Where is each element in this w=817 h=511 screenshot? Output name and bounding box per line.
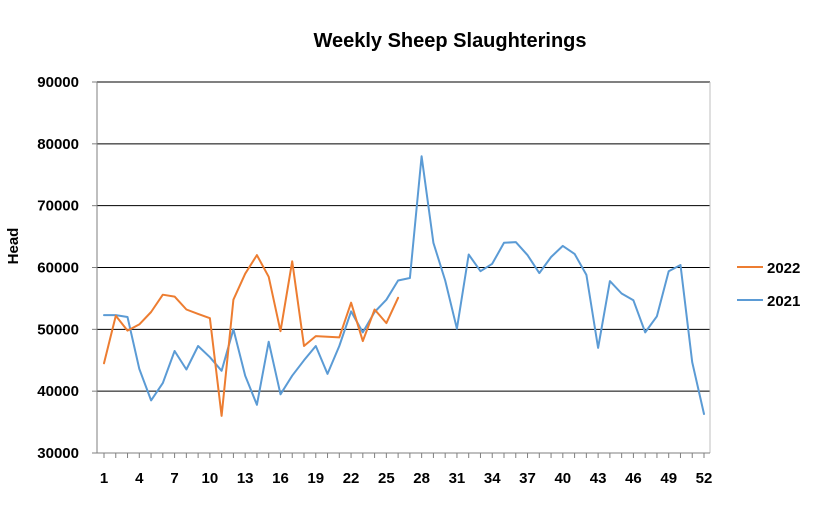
y-tick-label: 40000 (37, 383, 79, 400)
x-tick-label: 31 (449, 470, 466, 487)
x-tick-labels: 1 4 7 10 13 16 19 22 25 28 31 34 37 40 43 46 49 52 (100, 470, 713, 487)
legend-label-2022: 2022 (767, 260, 800, 277)
x-tick-label: 10 (202, 470, 219, 487)
y-axis-label: Head (5, 228, 22, 265)
x-tick-label: 46 (625, 470, 642, 487)
x-tick-label: 16 (272, 470, 289, 487)
x-tick-label: 13 (237, 470, 254, 487)
series-line-2021 (103, 155, 705, 415)
chart-title: Weekly Sheep Slaughterings (313, 30, 587, 52)
series-line-2022 (103, 254, 400, 417)
y-tick-label: 50000 (37, 321, 79, 338)
axes (92, 81, 711, 458)
series-lines (103, 155, 705, 417)
x-tick-label: 25 (378, 470, 395, 487)
y-tick-label: 70000 (37, 198, 79, 215)
x-tick-label: 34 (484, 470, 501, 487)
x-tick-label: 37 (519, 470, 536, 487)
y-tick-label: 90000 (37, 74, 79, 91)
legend-label-2021: 2021 (767, 293, 800, 310)
y-tick-label: 80000 (37, 136, 79, 153)
x-tick-label: 19 (307, 470, 324, 487)
x-tick-label: 28 (413, 470, 430, 487)
y-tick-labels: 30000 40000 50000 60000 70000 80000 90000 (37, 74, 79, 462)
legend: 2022 2021 (737, 260, 800, 310)
x-tick-label: 49 (660, 470, 677, 487)
y-tick-label: 60000 (37, 260, 79, 277)
x-tick-label: 7 (170, 470, 178, 487)
x-tick-label: 43 (590, 470, 607, 487)
x-tick-label: 4 (135, 470, 144, 487)
x-tick-label: 52 (696, 470, 713, 487)
y-tick-label: 30000 (37, 445, 79, 462)
x-tick-label: 40 (554, 470, 571, 487)
gridlines (97, 81, 710, 392)
x-tick-label: 1 (100, 470, 108, 487)
x-tick-label: 22 (343, 470, 360, 487)
